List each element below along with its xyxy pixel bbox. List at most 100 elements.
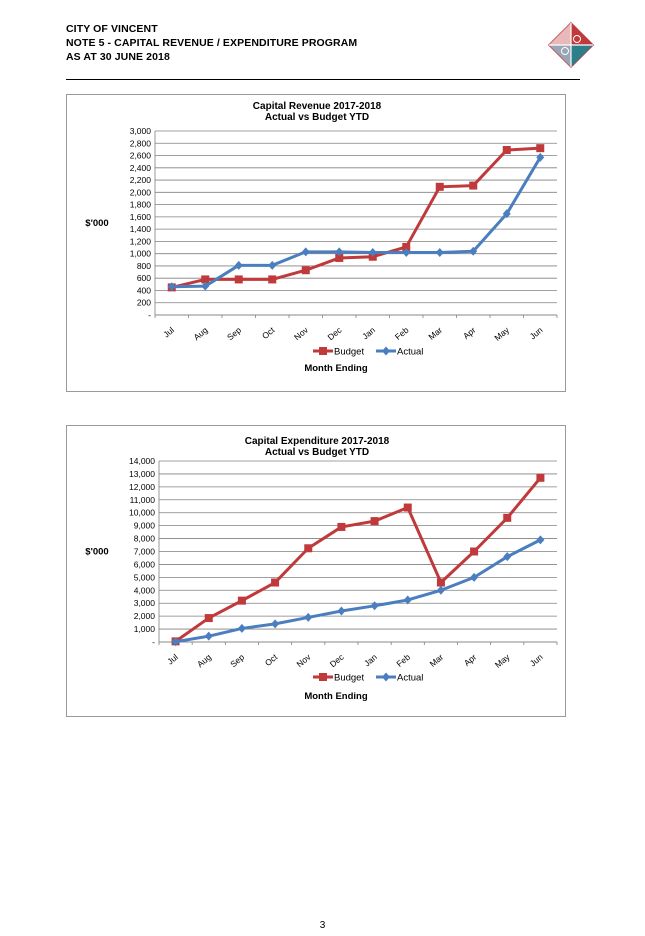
legend-marker-actual	[382, 346, 390, 356]
x-tick-label: Nov	[295, 651, 314, 669]
data-point-actual	[536, 152, 545, 162]
series-line-budget	[174, 476, 542, 643]
data-point-actual	[337, 606, 346, 616]
y-tick-label: 9,000	[134, 521, 156, 531]
data-point-actual	[335, 247, 344, 257]
y-tick-label: 11,000	[130, 495, 156, 505]
y-tick-label: 5,000	[134, 572, 156, 582]
x-tick-label: Jul	[165, 652, 180, 667]
organization-name: CITY OF VINCENT	[66, 23, 158, 35]
data-point-budget	[301, 266, 310, 275]
data-point-budget	[234, 275, 243, 284]
header-divider	[66, 79, 580, 80]
x-tick-label: Jul	[161, 325, 176, 340]
data-point-budget	[536, 473, 545, 482]
y-tick-label: 8,000	[134, 534, 156, 544]
data-point-actual	[167, 282, 176, 292]
x-tick-label: Jun	[528, 652, 545, 669]
y-axis-label: $'000	[85, 218, 108, 229]
x-tick-label: Feb	[393, 325, 411, 342]
data-point-budget	[403, 503, 412, 512]
data-point-budget	[271, 578, 280, 587]
data-point-budget	[237, 596, 246, 605]
y-tick-label: 14,000	[129, 456, 155, 466]
y-tick-label: 1,400	[130, 224, 152, 234]
data-point-actual	[469, 246, 478, 256]
x-tick-label: Sep	[228, 652, 246, 670]
x-tick-label: Apr	[462, 652, 479, 668]
x-tick-label: Oct	[260, 324, 277, 341]
page-number: 3	[319, 920, 326, 931]
chart-subtitle: Actual vs Budget YTD	[265, 112, 369, 123]
data-point-budget	[435, 182, 444, 191]
y-tick-label: 400	[137, 285, 151, 295]
data-point-actual	[201, 281, 210, 291]
data-point-actual	[502, 209, 511, 219]
document-header: CITY OF VINCENT NOTE 5 - CAPITAL REVENUE…	[66, 22, 357, 64]
x-tick-label: Dec	[328, 651, 347, 669]
y-tick-label: 2,600	[130, 151, 152, 161]
y-tick-label: 1,600	[130, 212, 152, 222]
x-tick-label: Aug	[195, 652, 213, 670]
y-tick-label: 4,000	[134, 585, 156, 595]
data-point-budget	[402, 242, 411, 251]
legend-label-actual: Actual	[397, 347, 423, 358]
data-point-actual	[370, 601, 379, 611]
y-tick-label: 7,000	[134, 547, 156, 557]
y-tick-label: 600	[137, 273, 151, 283]
legend-label-budget: Budget	[334, 673, 364, 684]
legend-marker-budget	[319, 347, 327, 355]
capital-revenue-chart: Capital Revenue 2017-2018 Actual vs Budge…	[66, 94, 566, 392]
x-tick-label: Nov	[292, 324, 311, 342]
city-of-vincent-logo-icon	[547, 21, 595, 69]
data-point-actual	[234, 260, 243, 270]
data-point-actual	[536, 535, 545, 545]
data-point-actual	[304, 612, 313, 622]
y-tick-label: 2,200	[130, 175, 152, 185]
series-line-actual	[175, 538, 542, 644]
series-line-budget	[171, 146, 541, 289]
data-point-budget	[436, 578, 445, 587]
data-point-actual	[435, 247, 444, 257]
data-point-actual	[503, 552, 512, 562]
x-tick-label: Jun	[528, 325, 545, 342]
y-tick-label: 10,000	[129, 508, 155, 518]
y-tick-label: 2,000	[134, 611, 156, 621]
data-point-actual	[237, 623, 246, 633]
x-tick-label: Dec	[326, 324, 345, 342]
y-tick-label: 2,000	[130, 187, 152, 197]
y-tick-label: 13,000	[129, 469, 155, 479]
y-tick-label: -	[152, 637, 155, 647]
data-point-actual	[402, 247, 411, 257]
x-tick-label: Jan	[362, 652, 379, 669]
data-point-actual	[268, 260, 277, 270]
chart-title: Capital Revenue 2017-2018	[253, 101, 382, 112]
legend-label-budget: Budget	[334, 347, 364, 358]
x-axis-label: Month Ending	[304, 691, 368, 702]
y-tick-label: 200	[137, 298, 151, 308]
data-point-actual	[301, 247, 310, 257]
data-point-actual	[436, 585, 445, 595]
y-tick-label: 1,000	[130, 249, 152, 259]
data-point-actual	[171, 637, 180, 647]
x-tick-label: May	[493, 651, 512, 669]
data-point-actual	[403, 595, 412, 605]
y-axis-label: $'000	[85, 547, 108, 558]
data-point-budget	[304, 544, 313, 553]
x-tick-label: Oct	[263, 651, 280, 668]
data-point-budget	[469, 181, 478, 190]
y-tick-label: 1,000	[134, 624, 156, 634]
data-point-budget	[337, 522, 346, 531]
x-tick-label: May	[492, 324, 511, 342]
data-point-budget	[201, 275, 210, 284]
data-point-budget	[502, 146, 511, 155]
chart-title: Capital Expenditure 2017-2018	[245, 436, 390, 447]
data-point-actual	[470, 572, 479, 582]
y-tick-label: 2,800	[130, 138, 152, 148]
legend-label-actual: Actual	[397, 673, 423, 684]
y-tick-label: 3,000	[134, 598, 156, 608]
y-tick-label: -	[148, 310, 151, 320]
data-point-budget	[470, 547, 479, 556]
x-tick-label: Sep	[225, 325, 243, 343]
